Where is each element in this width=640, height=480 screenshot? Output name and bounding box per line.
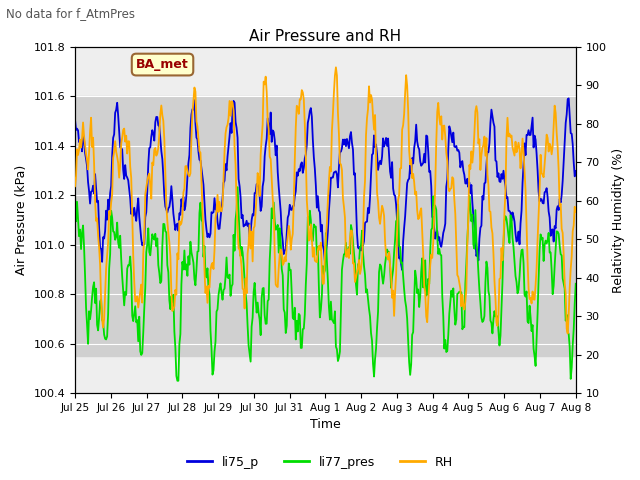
li77_pres (484, 265, 492, 271)
Legend: li75_p, li77_pres, RH: li75_p, li77_pres, RH (182, 451, 458, 474)
RH (309, 254, 317, 260)
li77_pres (234, 184, 241, 190)
li77_pres (311, 224, 319, 229)
li77_pres (173, 378, 181, 384)
li75_p (483, 162, 490, 168)
RH (483, 135, 490, 141)
Text: BA_met: BA_met (136, 58, 189, 71)
li77_pres (572, 281, 580, 287)
li77_pres (371, 356, 379, 362)
RH (572, 209, 580, 215)
Bar (75, 96, 576, 356)
Line: li75_p: li75_p (75, 98, 576, 270)
RH (332, 64, 340, 70)
li75_p (312, 183, 320, 189)
RH (370, 127, 378, 132)
li75_p (369, 151, 377, 156)
li77_pres (562, 318, 570, 324)
Line: RH: RH (75, 67, 576, 334)
X-axis label: Time: Time (310, 419, 340, 432)
Y-axis label: Relativity Humidity (%): Relativity Humidity (%) (612, 147, 625, 293)
li75_p (561, 141, 568, 146)
li77_pres (314, 244, 322, 250)
RH (312, 259, 320, 264)
li75_p (71, 117, 79, 122)
li75_p (398, 267, 406, 273)
RH (71, 183, 79, 189)
RH (343, 254, 351, 260)
Title: Air Pressure and RH: Air Pressure and RH (250, 29, 401, 44)
li77_pres (71, 192, 79, 198)
li75_p (342, 144, 350, 149)
li75_p (309, 137, 317, 143)
Text: No data for f_AtmPres: No data for f_AtmPres (6, 7, 136, 20)
RH (561, 280, 568, 286)
Line: li77_pres: li77_pres (75, 187, 576, 381)
RH (564, 331, 572, 336)
li77_pres (344, 250, 352, 255)
li75_p (565, 96, 573, 101)
Y-axis label: Air Pressure (kPa): Air Pressure (kPa) (15, 165, 28, 275)
li75_p (572, 168, 580, 174)
